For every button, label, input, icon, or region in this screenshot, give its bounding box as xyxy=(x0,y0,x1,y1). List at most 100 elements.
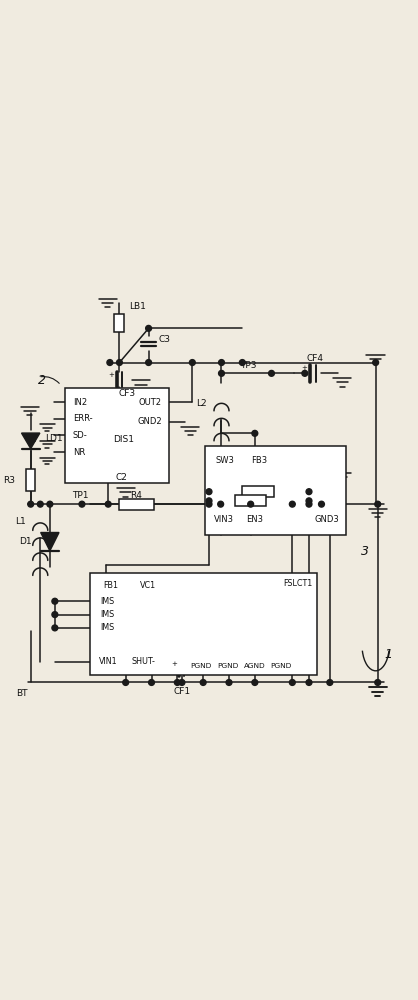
Circle shape xyxy=(289,680,295,685)
Text: BT: BT xyxy=(17,689,28,698)
Circle shape xyxy=(319,501,324,507)
Text: FB3: FB3 xyxy=(251,456,267,465)
Text: R2: R2 xyxy=(252,478,264,487)
Text: LD1: LD1 xyxy=(45,434,62,443)
Text: TP1: TP1 xyxy=(71,491,88,500)
Text: VIN1: VIN1 xyxy=(99,657,118,666)
Circle shape xyxy=(123,680,129,685)
Circle shape xyxy=(189,360,195,365)
Text: SD-: SD- xyxy=(73,431,87,440)
Circle shape xyxy=(226,680,232,685)
Circle shape xyxy=(117,360,122,365)
Circle shape xyxy=(146,360,151,365)
Text: +: + xyxy=(301,365,307,371)
Text: D1: D1 xyxy=(19,537,32,546)
Text: TP3: TP3 xyxy=(240,361,257,370)
Text: DIS1: DIS1 xyxy=(113,435,134,444)
Circle shape xyxy=(218,501,224,507)
Text: IMS: IMS xyxy=(101,610,115,619)
Bar xyxy=(235,495,266,506)
Text: IMS: IMS xyxy=(101,597,115,606)
Circle shape xyxy=(302,370,308,376)
Circle shape xyxy=(37,501,43,507)
Text: C4: C4 xyxy=(300,502,311,511)
Circle shape xyxy=(252,430,258,436)
Circle shape xyxy=(47,501,53,507)
Circle shape xyxy=(148,680,154,685)
Text: 2: 2 xyxy=(38,374,46,387)
Text: CF3: CF3 xyxy=(118,389,135,398)
Bar xyxy=(205,446,347,535)
Circle shape xyxy=(219,360,224,365)
Circle shape xyxy=(219,370,224,376)
Text: C1: C1 xyxy=(317,517,329,526)
Circle shape xyxy=(200,680,206,685)
Circle shape xyxy=(252,680,258,685)
Circle shape xyxy=(174,680,180,685)
Circle shape xyxy=(269,370,274,376)
Text: R3: R3 xyxy=(3,476,15,485)
Text: IMS: IMS xyxy=(101,623,115,632)
Text: CF4: CF4 xyxy=(307,354,324,363)
Circle shape xyxy=(206,498,212,504)
Bar xyxy=(115,314,125,332)
Text: EN3: EN3 xyxy=(246,515,263,524)
Text: R1: R1 xyxy=(245,487,257,496)
Bar xyxy=(242,486,274,497)
Text: NR: NR xyxy=(73,448,85,457)
Text: L1: L1 xyxy=(15,517,25,526)
Text: L2: L2 xyxy=(196,399,207,408)
Text: CF2: CF2 xyxy=(324,455,340,464)
Circle shape xyxy=(206,501,212,507)
Circle shape xyxy=(240,360,245,365)
Circle shape xyxy=(52,625,58,631)
Text: SHUT-: SHUT- xyxy=(132,657,156,666)
Bar xyxy=(26,469,35,491)
Text: R4: R4 xyxy=(130,491,142,500)
Bar xyxy=(65,388,169,483)
Text: 3: 3 xyxy=(361,545,369,558)
Circle shape xyxy=(306,489,312,495)
Text: FSLCT1: FSLCT1 xyxy=(283,579,312,588)
Polygon shape xyxy=(21,433,40,449)
Text: AGND: AGND xyxy=(244,663,265,669)
Circle shape xyxy=(107,360,113,365)
Polygon shape xyxy=(41,532,59,551)
Circle shape xyxy=(28,501,33,507)
Circle shape xyxy=(306,501,312,507)
Text: FB1: FB1 xyxy=(103,581,118,590)
Text: +: + xyxy=(108,372,114,378)
Circle shape xyxy=(206,489,212,495)
Circle shape xyxy=(306,498,312,504)
Circle shape xyxy=(375,501,381,507)
Bar xyxy=(90,573,317,675)
Circle shape xyxy=(52,598,58,604)
Circle shape xyxy=(105,501,111,507)
Circle shape xyxy=(179,680,185,685)
Text: PGND: PGND xyxy=(217,663,239,669)
Text: OUT2: OUT2 xyxy=(139,398,162,407)
Text: VC1: VC1 xyxy=(140,581,156,590)
Circle shape xyxy=(289,501,295,507)
Circle shape xyxy=(373,360,379,365)
Text: +: + xyxy=(171,661,177,667)
Circle shape xyxy=(52,612,58,617)
Text: C3: C3 xyxy=(158,335,171,344)
Bar xyxy=(119,499,153,510)
Text: PGND: PGND xyxy=(190,663,212,669)
Text: C2: C2 xyxy=(116,473,128,482)
Text: VIN3: VIN3 xyxy=(214,515,234,524)
Circle shape xyxy=(79,501,85,507)
Text: GND3: GND3 xyxy=(314,515,339,524)
Circle shape xyxy=(248,501,254,507)
Text: ERR-: ERR- xyxy=(73,414,92,423)
Circle shape xyxy=(146,325,151,331)
Text: +: + xyxy=(310,467,316,473)
Text: PGND: PGND xyxy=(270,663,291,669)
Text: 1: 1 xyxy=(384,648,392,661)
Circle shape xyxy=(375,680,381,685)
Circle shape xyxy=(306,680,312,685)
Text: CF1: CF1 xyxy=(173,687,191,696)
Circle shape xyxy=(327,680,333,685)
Text: IN2: IN2 xyxy=(73,398,87,407)
